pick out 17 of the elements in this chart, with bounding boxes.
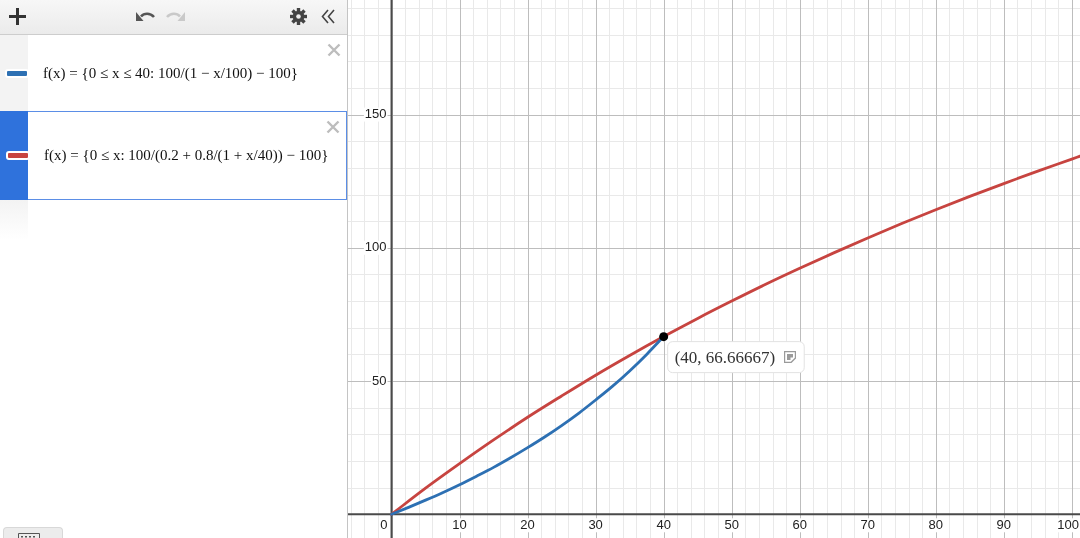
x-tick-label: 50 bbox=[724, 517, 739, 533]
y-tick-label: 100 bbox=[364, 239, 387, 255]
x-tick-label: 80 bbox=[928, 517, 944, 533]
x-tick-label: 100 bbox=[1057, 517, 1080, 533]
x-tick-label: 90 bbox=[996, 517, 1012, 533]
x-tick-label: 30 bbox=[588, 517, 603, 533]
x-tick-label: 20 bbox=[520, 517, 535, 533]
x-tick-label: 10 bbox=[452, 517, 467, 533]
annotation: (40, 66.66667) bbox=[674, 347, 776, 367]
y-tick-label: 50 bbox=[372, 372, 387, 388]
x-tick-label: 70 bbox=[860, 517, 875, 533]
legend-label: f(x) = {0 ≤ x ≤ 40: 100/(1 − x/100) − 100} bbox=[43, 63, 299, 83]
x-tick-label: 0 bbox=[380, 517, 388, 533]
y-tick-label: 150 bbox=[364, 106, 387, 122]
x-tick-label: 40 bbox=[656, 517, 671, 533]
x-tick-label: 60 bbox=[792, 517, 807, 533]
legend-label: f(x) = {0 ≤ x: 100/(0.2 + 0.8/(1 + x/40)) − 100} bbox=[44, 146, 330, 166]
